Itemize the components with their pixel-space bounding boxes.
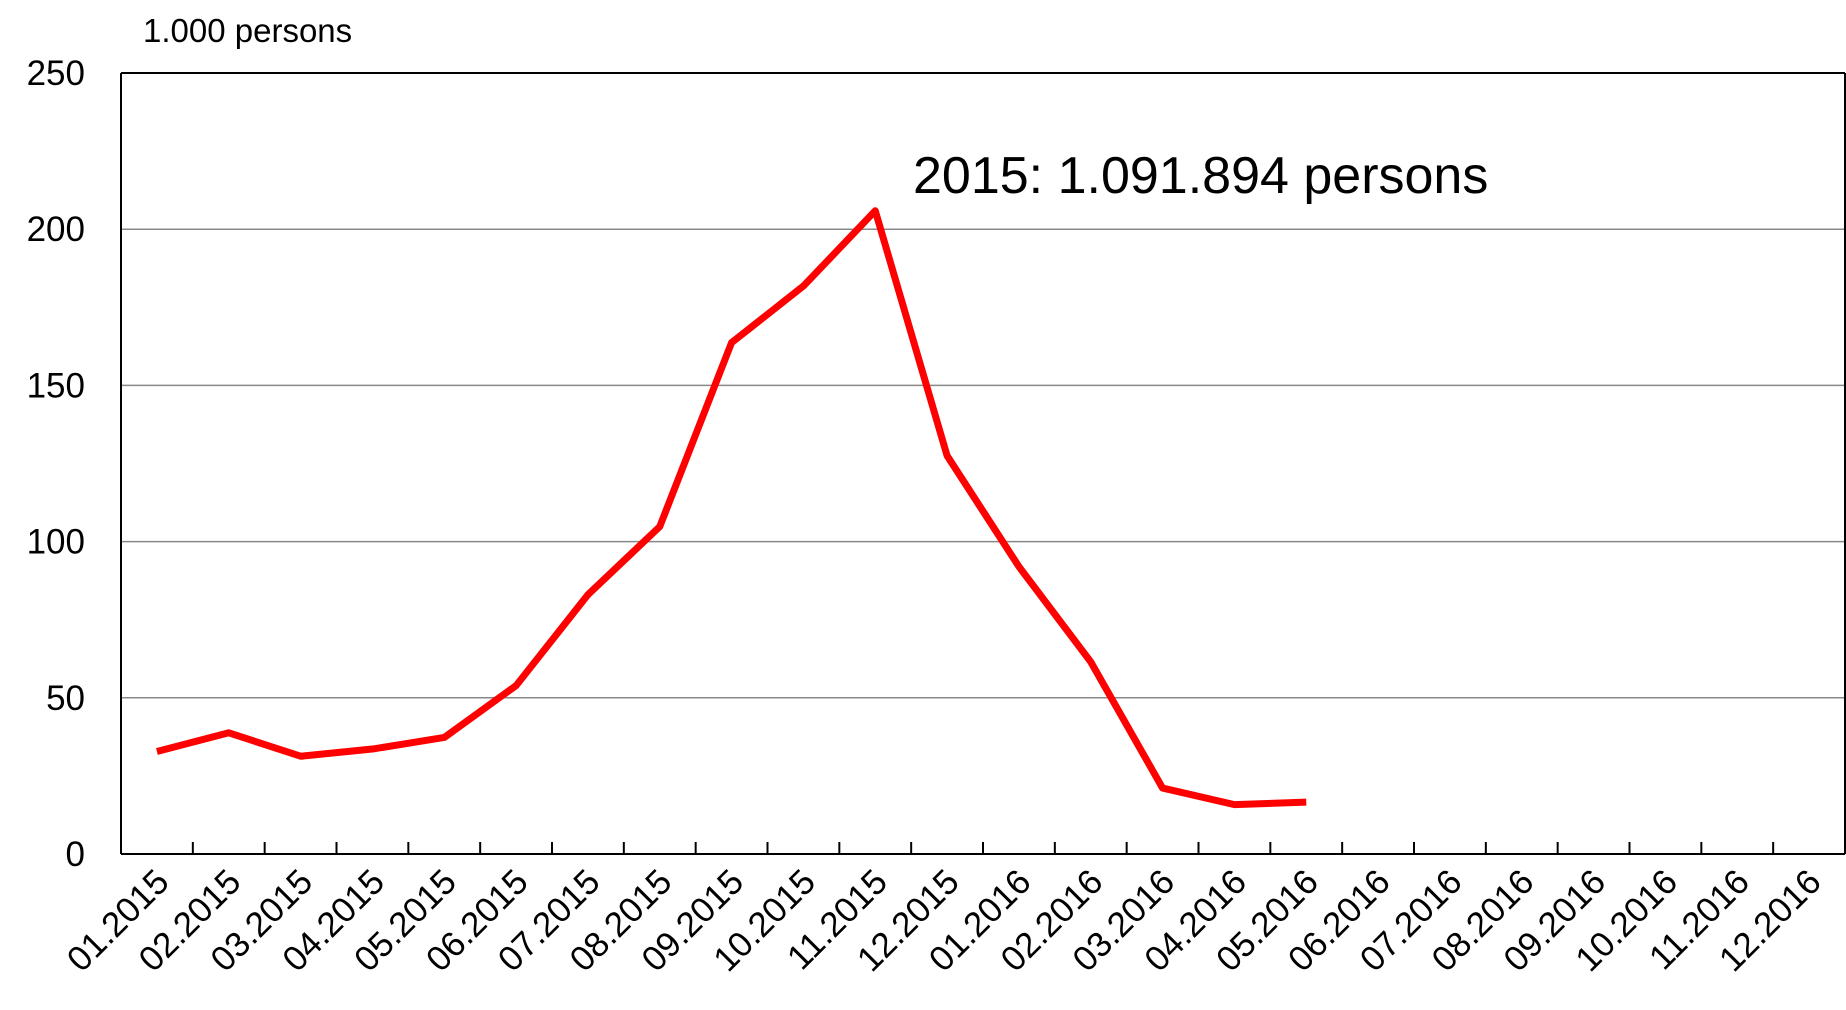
data-line (156, 207, 1307, 809)
y-tick-label: 50 (46, 679, 85, 718)
y-tick-label: 0 (66, 835, 85, 874)
annotation: 2015: 1.091.894 persons (913, 147, 1488, 205)
y-axis-label: 1.000 persons (143, 12, 352, 49)
y-tick-label: 150 (27, 366, 85, 405)
y-tick-label: 200 (27, 210, 85, 249)
y-tick-label: 100 (27, 523, 85, 562)
y-tick-label: 250 (27, 54, 85, 93)
